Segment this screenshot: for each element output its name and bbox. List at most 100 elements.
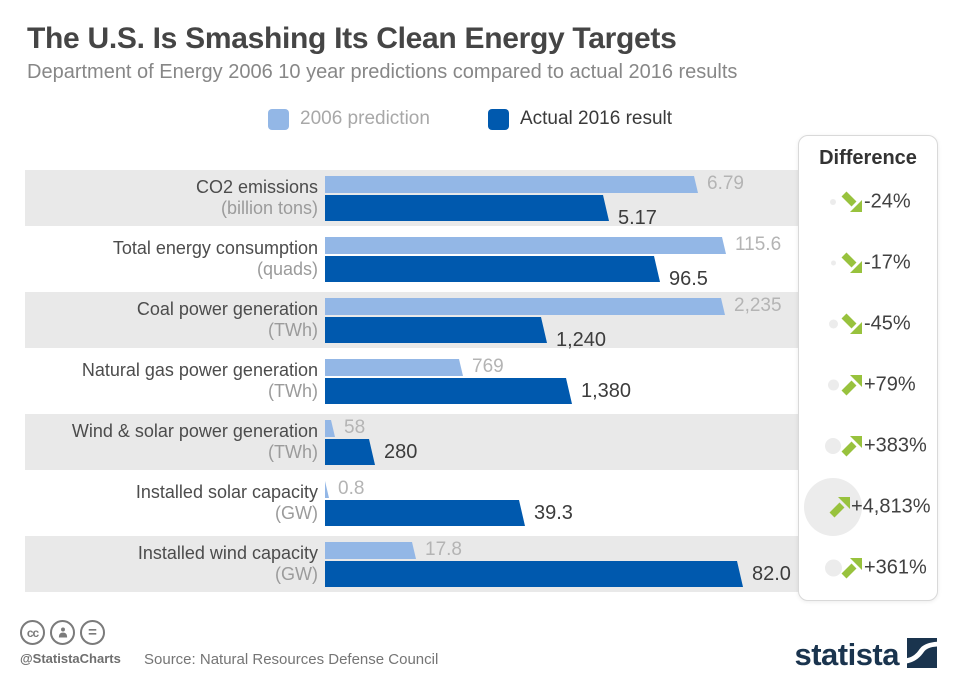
prediction-value: 0.8 [338, 478, 365, 499]
trend-arrow-icon [841, 435, 863, 457]
category-unit: (TWh) [268, 320, 318, 340]
category-unit: (billion tons) [220, 198, 318, 218]
category-label: Installed wind capacity [137, 543, 318, 563]
chart-row: Installed wind capacity (GW) 17.8 82.0 [25, 536, 802, 597]
category-unit: (TWh) [268, 381, 318, 401]
category-label: Coal power generation [136, 299, 318, 319]
legend-item-prediction: 2006 prediction [268, 108, 430, 130]
difference-row: -24% [799, 171, 937, 232]
difference-row: +361% [799, 537, 937, 598]
trend-arrow-icon [841, 374, 863, 396]
difference-value: +79% [864, 373, 916, 395]
actual-bar [325, 195, 609, 221]
chart-row: CO2 emissions (billion tons) 6.79 5.17 [25, 170, 802, 231]
statista-logo-text: statista [794, 637, 899, 672]
attribution-icon [50, 620, 75, 645]
category-unit: (GW) [275, 564, 318, 584]
legend-prediction-label: 2006 prediction [300, 108, 430, 129]
trend-arrow-icon [829, 496, 851, 518]
difference-row: +383% [799, 415, 937, 476]
prediction-value: 769 [472, 356, 504, 377]
prediction-value: 6.79 [707, 173, 744, 194]
bar-group: 58 280 [325, 414, 802, 475]
magnitude-dot [830, 260, 836, 265]
cc-icon: cc [20, 620, 45, 645]
nd-icon: = [80, 620, 105, 645]
bar-chart: CO2 emissions (billion tons) 6.79 5.17 T… [25, 170, 802, 597]
source-text: Source: Natural Resources Defense Counci… [144, 651, 439, 668]
difference-value: -24% [864, 190, 911, 212]
category-label: Wind & solar power generation [71, 421, 318, 441]
prediction-bar [325, 481, 329, 498]
category-label: Natural gas power generation [81, 360, 318, 380]
difference-value: +361% [864, 556, 927, 578]
actual-bar [325, 561, 743, 587]
actual-value: 280 [384, 440, 418, 463]
trend-arrow-icon [841, 191, 863, 213]
chart-row: Installed solar capacity (GW) 0.8 39.3 [25, 475, 802, 536]
bar-group: 17.8 82.0 [325, 536, 802, 597]
license-icons: cc = [20, 620, 105, 645]
prediction-bar [325, 237, 726, 254]
difference-title: Difference [819, 147, 917, 169]
legend: 2006 prediction Actual 2016 result [268, 108, 672, 130]
actual-bar [325, 378, 572, 404]
category-label: CO2 emissions [195, 177, 318, 197]
page-subtitle: Department of Energy 2006 10 year predic… [27, 61, 738, 83]
prediction-value: 2,235 [734, 295, 782, 316]
magnitude-dot [824, 559, 842, 576]
trend-arrow-icon [841, 557, 863, 579]
category-unit: (GW) [275, 503, 318, 523]
actual-bar [325, 439, 375, 465]
chart-row: Total energy consumption (quads) 115.6 9… [25, 231, 802, 292]
bar-group: 0.8 39.3 [325, 475, 802, 536]
chart-row: Wind & solar power generation (TWh) 58 2… [25, 414, 802, 475]
statista-handle: @StatistaCharts [20, 651, 121, 666]
magnitude-dot [825, 437, 841, 454]
bar-group: 2,235 1,240 [325, 292, 802, 353]
trend-arrow-icon [841, 252, 863, 274]
chart-row: Natural gas power generation (TWh) 769 1… [25, 353, 802, 414]
prediction-bar [325, 542, 416, 559]
actual-value: 96.5 [669, 267, 708, 290]
prediction-bar [325, 420, 335, 437]
legend-item-actual: Actual 2016 result [487, 108, 673, 130]
actual-bar [325, 500, 525, 526]
legend-actual-label: Actual 2016 result [519, 108, 673, 129]
difference-panel: Difference -24% -17% [798, 135, 938, 601]
actual-bar [325, 256, 660, 282]
prediction-value: 17.8 [425, 539, 462, 560]
category-unit: (quads) [256, 259, 318, 279]
prediction-swatch [268, 108, 289, 130]
difference-value: -17% [864, 251, 911, 273]
actual-value: 5.17 [618, 206, 657, 229]
difference-row: -45% [799, 293, 937, 354]
bar-group: 6.79 5.17 [325, 170, 802, 231]
magnitude-dot [804, 477, 862, 536]
chart-row: Coal power generation (TWh) 2,235 1,240 [25, 292, 802, 353]
page-title: The U.S. Is Smashing Its Clean Energy Ta… [27, 22, 677, 55]
actual-value: 39.3 [534, 501, 573, 524]
difference-row: +79% [799, 354, 937, 415]
prediction-value: 115.6 [735, 234, 782, 255]
actual-swatch [487, 108, 509, 130]
category-unit: (TWh) [268, 442, 318, 462]
prediction-bar [325, 359, 463, 376]
actual-value: 82.0 [752, 562, 791, 585]
magnitude-dot [827, 379, 839, 390]
actual-bar [325, 317, 547, 343]
difference-value: +4,813% [851, 495, 931, 517]
prediction-bar [325, 298, 725, 315]
difference-row: +4,813% [799, 476, 937, 537]
prediction-bar [325, 176, 698, 193]
magnitude-dot [830, 198, 836, 205]
bar-group: 115.6 96.5 [325, 231, 802, 292]
bar-group: 769 1,380 [325, 353, 802, 414]
category-label: Installed solar capacity [135, 482, 318, 502]
prediction-value: 58 [344, 417, 366, 438]
statista-logo-mark [907, 637, 937, 673]
difference-value: +383% [864, 434, 927, 456]
difference-row: -17% [799, 232, 937, 293]
magnitude-dot [828, 319, 838, 328]
